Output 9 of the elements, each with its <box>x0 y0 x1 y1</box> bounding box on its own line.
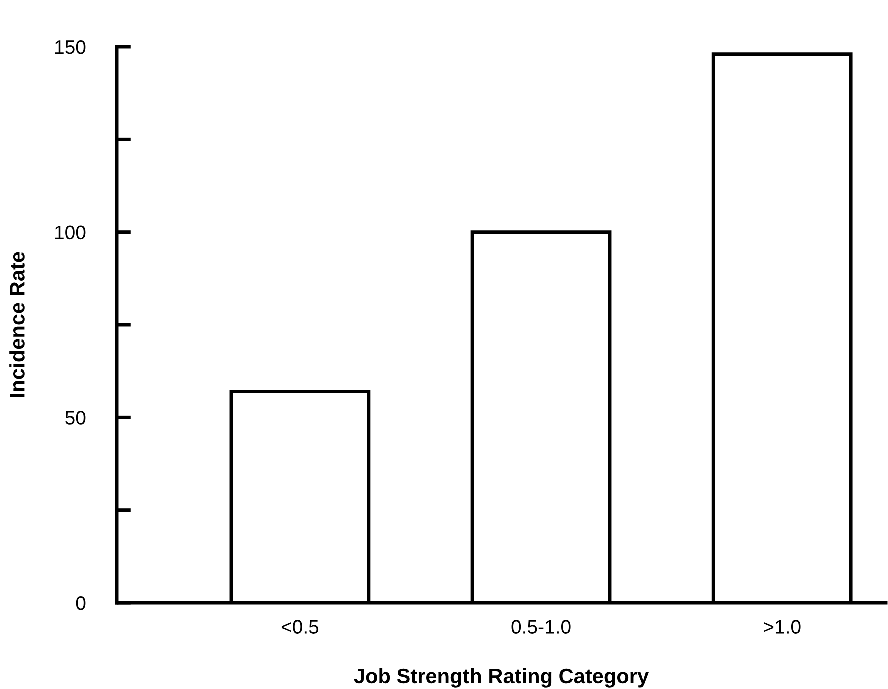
y-axis-title: Incidence Rate <box>10 252 25 398</box>
x-tick-label: <0.5 <box>282 620 319 634</box>
x-tick-label: 0.5-1.0 <box>512 620 571 634</box>
y-tick-label: 150 <box>55 40 86 54</box>
y-tick-label: 0 <box>76 596 86 610</box>
y-tick-label: 100 <box>55 226 86 240</box>
x-tick-label: >1.0 <box>764 620 801 634</box>
y-tick-label: 50 <box>66 411 86 425</box>
x-axis-title: Job Strength Rating Category <box>354 668 649 688</box>
